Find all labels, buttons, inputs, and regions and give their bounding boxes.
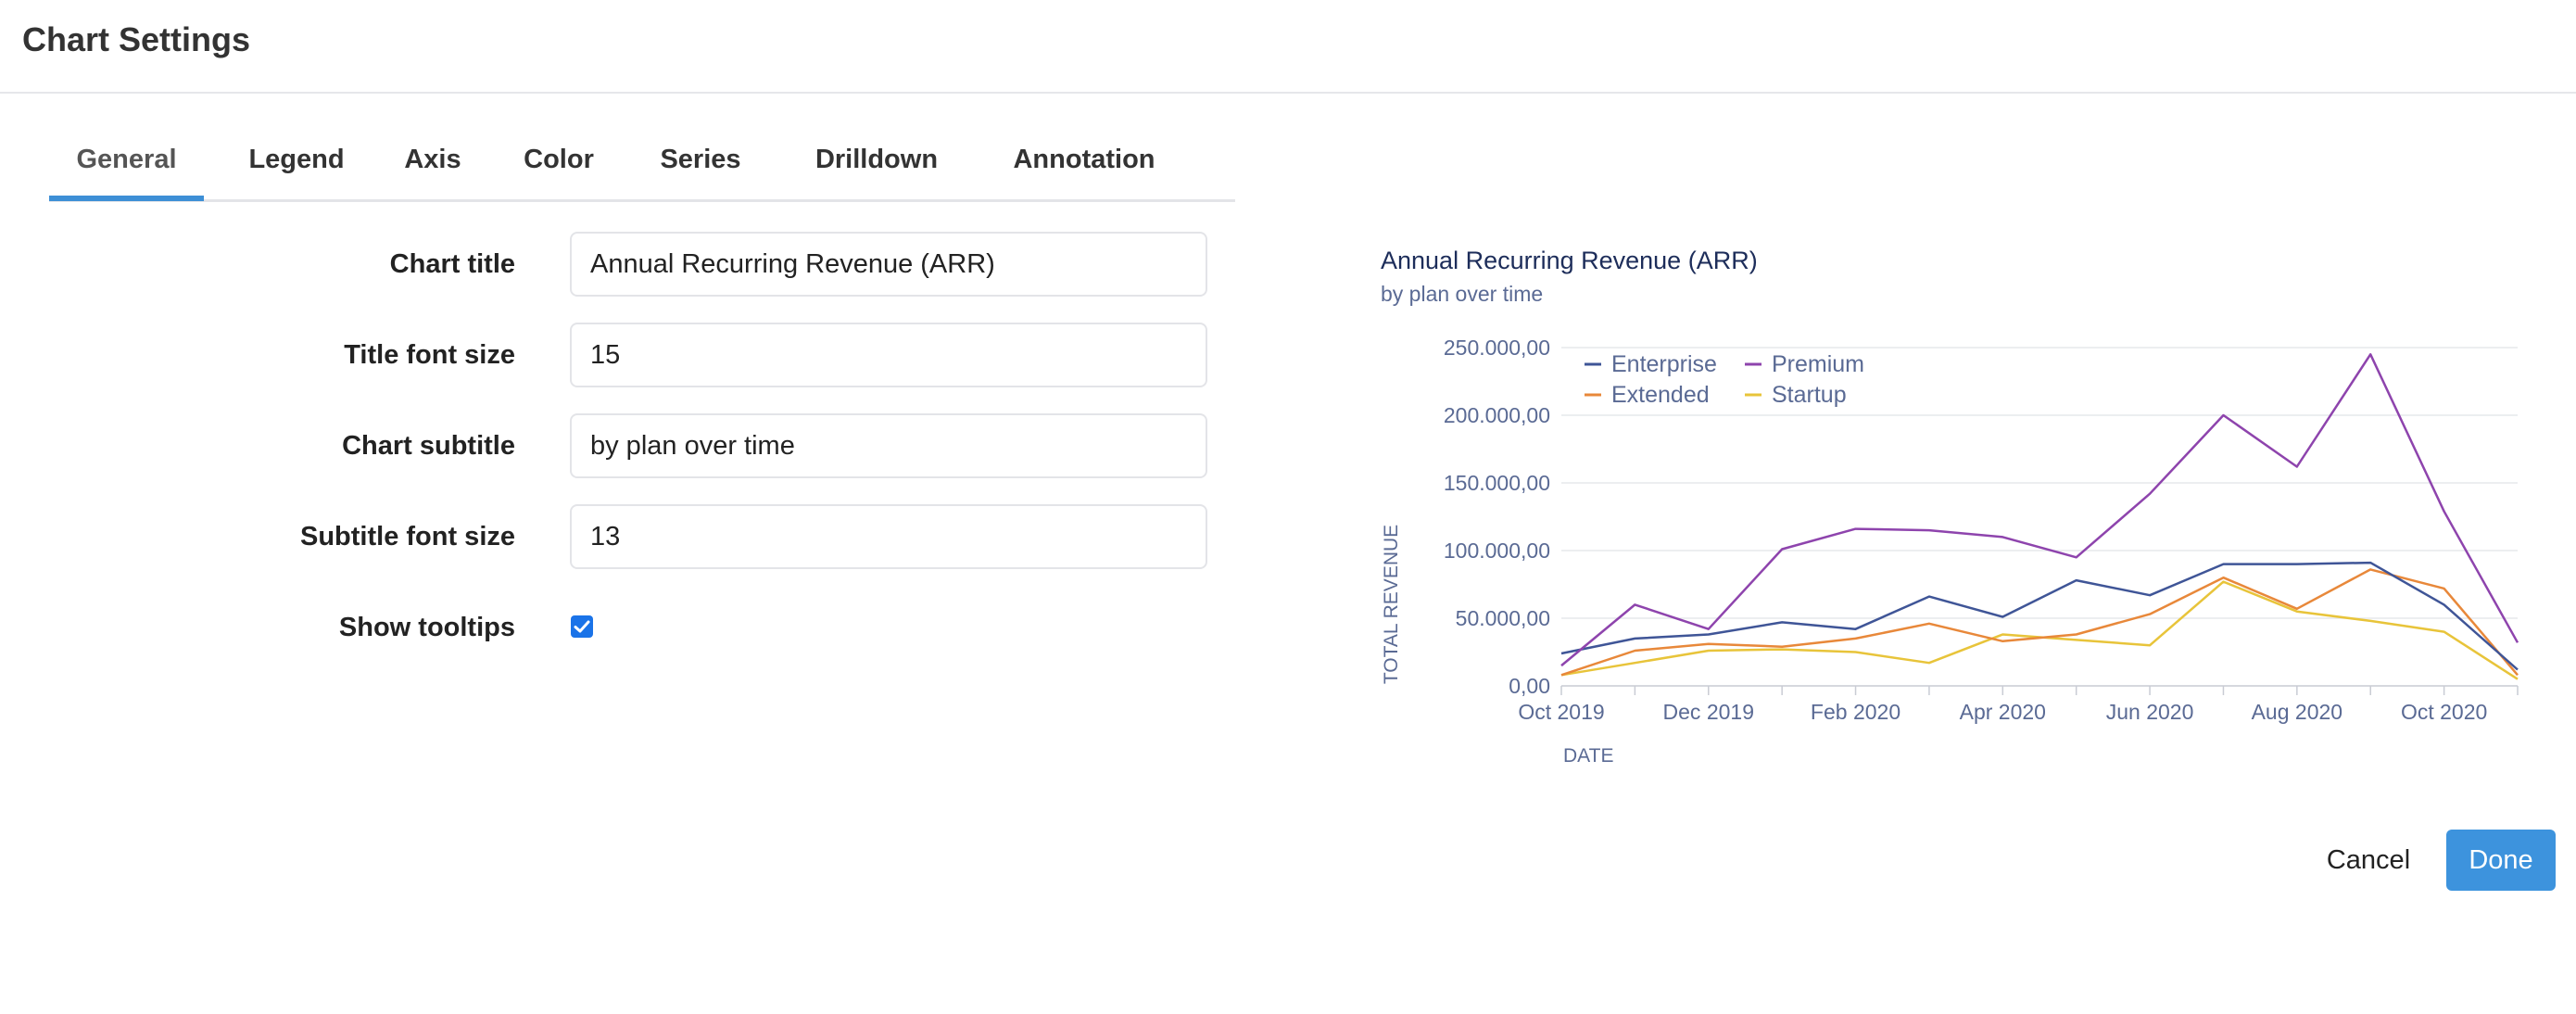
tab-drilldown[interactable]: Drilldown	[814, 145, 939, 174]
tab-annotation[interactable]: Annotation	[1013, 145, 1155, 174]
cancel-button[interactable]: Cancel	[2326, 845, 2411, 875]
subtitle-font-size-label: Subtitle font size	[300, 522, 515, 551]
x-tick-label: Dec 2019	[1663, 700, 1754, 724]
chart-title: Annual Recurring Revenue (ARR)	[1381, 247, 1758, 274]
tab-general[interactable]: General	[76, 145, 177, 174]
chart-title-label: Chart title	[389, 249, 515, 279]
x-tick-label: Jun 2020	[2106, 700, 2194, 724]
chart-title-input[interactable]	[570, 232, 1207, 297]
x-tick-label: Oct 2019	[1518, 700, 1604, 724]
chart-subtitle-label: Chart subtitle	[342, 431, 515, 461]
x-tick-label: Apr 2020	[1960, 700, 2046, 724]
y-tick-label: 0,00	[1509, 674, 1550, 698]
series-line-extended	[1560, 568, 2519, 677]
show-tooltips-label: Show tooltips	[338, 613, 515, 642]
y-tick-label: 200.000,00	[1444, 403, 1550, 427]
chart-subtitle-row: Chart subtitle	[0, 413, 1214, 478]
chart-title-row: Chart title	[0, 232, 1214, 297]
legend-label-enterprise: Enterprise	[1611, 351, 1717, 377]
x-tick-label: Feb 2020	[1811, 700, 1900, 724]
active-tab-indicator	[49, 196, 204, 201]
legend-label-startup: Startup	[1772, 382, 1847, 408]
series-line-premium	[1560, 353, 2519, 667]
title-font-size-input[interactable]	[570, 323, 1207, 387]
legend-label-extended: Extended	[1611, 382, 1710, 408]
chart-subtitle-input[interactable]	[570, 413, 1207, 478]
legend-label-premium: Premium	[1772, 351, 1864, 377]
x-tick-label: Oct 2020	[2401, 700, 2487, 724]
y-axis-title: TOTAL REVENUE	[1381, 525, 1402, 684]
done-button[interactable]: Done	[2446, 830, 2556, 891]
y-tick-label: 50.000,00	[1456, 606, 1550, 630]
title-font-size-row: Title font size	[0, 323, 1214, 387]
subtitle-font-size-input[interactable]	[570, 504, 1207, 569]
tab-series[interactable]: Series	[660, 145, 741, 174]
y-tick-label: 250.000,00	[1444, 336, 1550, 360]
settings-tabs: General Legend Axis Color Series Drilldo…	[49, 135, 1235, 202]
x-tick-label: Aug 2020	[2252, 700, 2342, 724]
show-tooltips-checkbox[interactable]	[571, 615, 593, 638]
checkmark-icon	[574, 620, 590, 633]
show-tooltips-row: Show tooltips	[0, 595, 1214, 660]
subtitle-font-size-row: Subtitle font size	[0, 504, 1214, 569]
series-line-enterprise	[1560, 561, 2519, 671]
dialog-title: Chart Settings	[22, 20, 251, 58]
x-axis-title: DATE	[1563, 745, 1613, 767]
tab-axis[interactable]: Axis	[404, 145, 461, 174]
title-font-size-label: Title font size	[344, 340, 515, 370]
tab-legend[interactable]: Legend	[248, 145, 345, 174]
y-tick-label: 150.000,00	[1444, 471, 1550, 495]
series-line-startup	[1560, 580, 2519, 680]
y-tick-label: 100.000,00	[1444, 539, 1550, 563]
chart-preview: Annual Recurring Revenue (ARR) by plan ov…	[1371, 232, 2539, 788]
dialog-header: Chart Settings	[0, 0, 2576, 94]
tab-color[interactable]: Color	[524, 145, 594, 174]
line-chart: Annual Recurring Revenue (ARR) by plan ov…	[1381, 247, 2519, 767]
chart-subtitle: by plan over time	[1381, 282, 1543, 306]
